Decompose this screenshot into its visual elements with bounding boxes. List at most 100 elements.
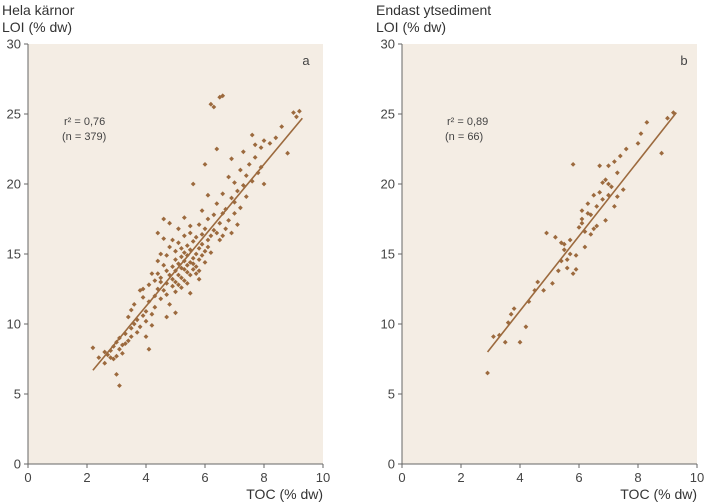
data-point [193, 264, 199, 269]
data-point [570, 271, 576, 276]
data-point [158, 279, 164, 285]
data-point [535, 279, 541, 285]
data-point [564, 265, 570, 271]
data-point [181, 267, 187, 272]
data-point [184, 269, 190, 275]
data-point [190, 261, 196, 267]
data-point [644, 120, 650, 125]
panel-label: a [302, 53, 310, 68]
data-point [187, 223, 193, 229]
regression-line [486, 112, 677, 353]
x-tick-label: 0 [24, 470, 31, 485]
data-point [164, 268, 170, 274]
data-point [120, 351, 125, 356]
data-point [190, 267, 196, 272]
data-point [585, 201, 591, 206]
data-point [541, 288, 546, 293]
data-point [167, 272, 172, 278]
x-tick-label: 6 [575, 470, 582, 485]
data-point [176, 261, 181, 267]
y-tick-label: 10 [381, 317, 395, 332]
data-point [170, 264, 175, 269]
x-tick-label: 4 [516, 470, 523, 485]
data-point [620, 187, 626, 192]
data-point [502, 339, 508, 345]
data-point [199, 232, 205, 237]
data-point [220, 191, 226, 197]
data-point [211, 104, 217, 110]
data-point [223, 206, 229, 212]
data-point [205, 192, 211, 198]
data-point [567, 237, 573, 243]
y-tick-label: 0 [388, 457, 395, 472]
data-point [238, 167, 243, 173]
regression-line [92, 117, 303, 371]
data-point [117, 383, 122, 388]
y-tick-label: 25 [381, 107, 395, 122]
data-point [193, 251, 199, 257]
data-point [273, 135, 279, 141]
data-point [579, 208, 585, 213]
data-point [90, 345, 96, 351]
data-point [176, 272, 181, 278]
r-squared-label: r² = 0,76 [64, 116, 105, 128]
data-point [240, 149, 246, 155]
data-point [96, 355, 102, 360]
data-point [158, 275, 164, 281]
data-point [173, 279, 178, 285]
data-point [243, 194, 249, 199]
y-tick-label: 30 [7, 37, 21, 52]
data-point [167, 244, 172, 250]
data-point [600, 180, 605, 185]
data-point [232, 211, 237, 216]
data-point [229, 195, 234, 201]
data-point [155, 271, 161, 276]
data-point [196, 276, 202, 282]
data-point [155, 286, 161, 292]
data-point [614, 194, 620, 199]
y-axis-title: LOI (% dw) [2, 19, 72, 35]
data-point [193, 234, 199, 240]
data-point [190, 255, 196, 261]
data-point [155, 258, 161, 264]
data-point [187, 272, 193, 278]
data-point [149, 323, 155, 328]
data-point [217, 237, 223, 243]
data-point [102, 349, 108, 355]
y-tick-label: 10 [7, 317, 21, 332]
data-point [202, 260, 208, 265]
data-point [173, 257, 178, 262]
data-point [261, 138, 267, 143]
data-point [517, 339, 523, 345]
data-point [196, 222, 202, 227]
data-point [249, 132, 255, 138]
data-point [609, 184, 614, 190]
data-point [184, 281, 190, 286]
data-point [164, 292, 170, 297]
data-point [146, 346, 152, 352]
data-point [131, 321, 137, 327]
data-point [291, 110, 296, 115]
data-point [199, 208, 205, 213]
data-point [558, 240, 564, 246]
x-tick-label: 4 [142, 470, 149, 485]
r-squared-label: r² = 0,89 [447, 116, 488, 128]
data-point [229, 156, 234, 162]
y-tick-label: 0 [14, 457, 21, 472]
data-point [111, 356, 116, 362]
data-point [140, 313, 146, 318]
data-point [208, 233, 214, 239]
data-point [161, 262, 167, 268]
y-tick-label: 15 [7, 247, 21, 262]
data-point [612, 204, 617, 209]
data-point [553, 234, 558, 240]
data-point [190, 239, 196, 244]
data-point [214, 146, 220, 152]
data-point [143, 318, 149, 324]
data-point [252, 142, 258, 148]
data-point [128, 334, 134, 339]
data-point [164, 253, 170, 258]
x-tick-label: 8 [260, 470, 267, 485]
y-tick-label: 20 [381, 177, 395, 192]
data-point [491, 334, 496, 339]
